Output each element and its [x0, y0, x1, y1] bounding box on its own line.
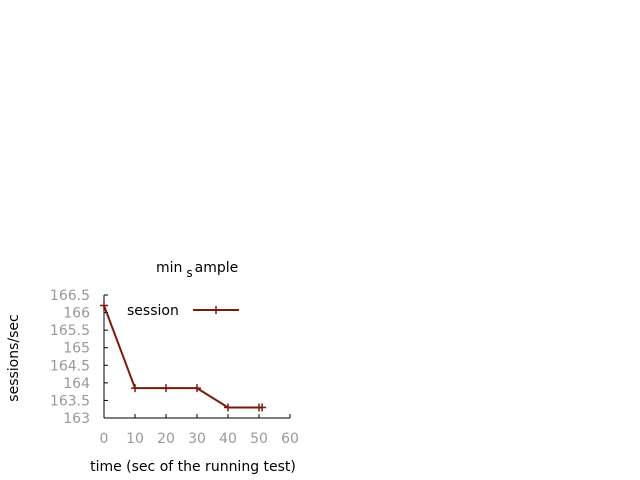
y-tick-label: 163: [63, 411, 90, 427]
x-tick-label: 50: [250, 431, 268, 447]
legend: session: [127, 303, 239, 319]
legend-label: session: [127, 303, 179, 319]
data-point: [100, 301, 108, 310]
y-tick-label: 163.5: [50, 393, 90, 409]
data-point: [193, 384, 201, 393]
series-layer: [100, 301, 267, 412]
chart-title-main: min: [156, 260, 182, 276]
y-tick-label: 164: [63, 376, 90, 392]
data-point: [131, 384, 139, 393]
data-point: [162, 384, 170, 393]
y-tick-label: 165.5: [50, 323, 90, 339]
chart-title-rest: ample: [195, 260, 239, 276]
x-ticks: 0 10 20 30 40 50 60: [100, 414, 299, 447]
x-axis-label: time (sec of the running test): [90, 459, 296, 475]
x-tick-label: 40: [219, 431, 237, 447]
data-point: [224, 403, 232, 412]
chart-title: min s ample: [156, 260, 238, 280]
x-tick-label: 30: [188, 431, 206, 447]
x-tick-label: 10: [126, 431, 144, 447]
y-tick-label: 166: [63, 306, 90, 322]
legend-marker: [212, 306, 220, 314]
y-tick-label: 166.5: [50, 288, 90, 304]
x-tick-label: 20: [157, 431, 175, 447]
series-line-0: [103, 305, 263, 409]
y-tick-label: 165: [63, 341, 90, 357]
x-tick-label: 60: [281, 431, 299, 447]
y-axis-label: sessions/sec: [6, 314, 22, 401]
x-tick-label: 0: [100, 431, 109, 447]
y-tick-label: 164.5: [50, 358, 90, 374]
chart-title-sub: s: [186, 266, 192, 280]
data-point: [258, 403, 267, 412]
